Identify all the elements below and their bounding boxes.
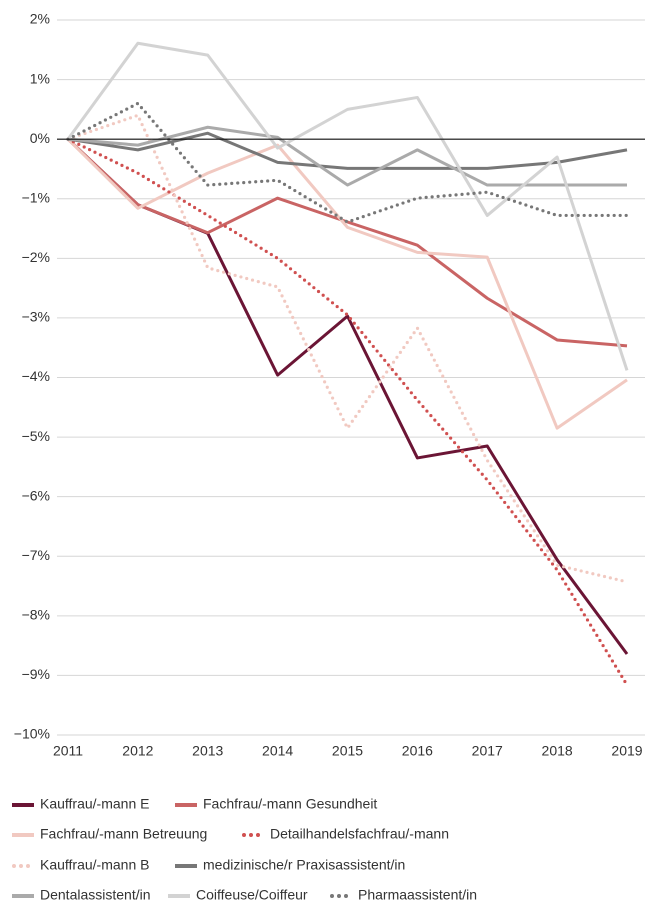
x-tick-label: 2018 bbox=[542, 743, 573, 759]
y-tick-label: −10% bbox=[14, 726, 50, 742]
x-tick-label: 2014 bbox=[262, 743, 293, 759]
series-line bbox=[66, 41, 629, 371]
series-line bbox=[66, 138, 628, 430]
x-tick-label: 2015 bbox=[332, 743, 363, 759]
x-tick-label: 2017 bbox=[472, 743, 503, 759]
series-line bbox=[67, 131, 628, 170]
x-tick-label: 2013 bbox=[192, 743, 223, 759]
y-tick-label: −8% bbox=[22, 607, 50, 623]
y-tick-label: −4% bbox=[22, 368, 50, 384]
legend-label: Pharmaassistent/in bbox=[358, 887, 477, 903]
y-tick-label: −3% bbox=[22, 309, 50, 325]
series-line bbox=[67, 125, 627, 187]
legend-label: Kauffrau/-mann E bbox=[40, 796, 149, 812]
legend-label: Fachfrau/-mann Betreuung bbox=[40, 826, 207, 842]
y-tick-label: −7% bbox=[22, 547, 50, 563]
y-tick-label: 2% bbox=[30, 11, 50, 27]
y-tick-label: −5% bbox=[22, 428, 50, 444]
legend-label: medizinische/r Praxisassistent/in bbox=[203, 857, 405, 873]
x-tick-label: 2016 bbox=[402, 743, 433, 759]
x-tick-label: 2019 bbox=[611, 743, 642, 759]
y-tick-label: −6% bbox=[22, 487, 50, 503]
y-tick-label: −1% bbox=[22, 189, 50, 205]
legend-label: Fachfrau/-mann Gesundheit bbox=[203, 796, 377, 812]
series-line bbox=[66, 101, 629, 224]
y-tick-label: 0% bbox=[30, 130, 50, 146]
legend-label: Detailhandelsfachfrau/-mann bbox=[270, 826, 449, 842]
legend-label: Coiffeuse/Coiffeur bbox=[196, 887, 308, 903]
y-tick-label: 1% bbox=[30, 70, 50, 86]
legend-label: Dentalassistent/in bbox=[40, 887, 151, 903]
series-line bbox=[66, 137, 629, 687]
series-line bbox=[66, 113, 629, 584]
x-tick-label: 2012 bbox=[122, 743, 153, 759]
y-tick-label: −9% bbox=[22, 666, 50, 682]
y-tick-label: −2% bbox=[22, 249, 50, 265]
legend-label: Kauffrau/-mann B bbox=[40, 857, 149, 873]
x-tick-label: 2011 bbox=[53, 743, 83, 759]
